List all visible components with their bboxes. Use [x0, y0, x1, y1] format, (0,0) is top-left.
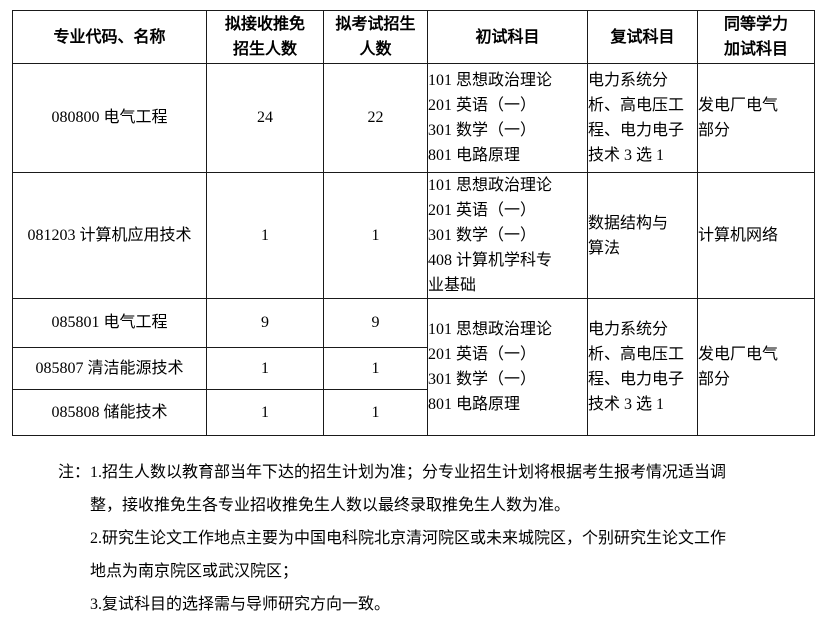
- tuimian-count-cell: 24: [206, 63, 324, 173]
- notes-section: 注： 1.招生人数以教育部当年下达的招生计划为准；分专业招生计划将根据考生报考情…: [58, 456, 798, 621]
- equivalent-extra-cell-merged: 发电厂电气 部分: [697, 298, 815, 436]
- retest-cell-merged: 电力系统分 析、高电压工 程、电力电子 技术 3 选 1: [587, 298, 698, 436]
- table-row-081203: 081203 计算机应用技术 1 1 101 思想政治理论 201 英语（一） …: [12, 172, 815, 299]
- major-cell: 081203 计算机应用技术: [12, 172, 207, 299]
- equivalent-extra-cell: 发电厂电气 部分: [697, 63, 815, 173]
- exam-count-cell: 22: [323, 63, 428, 173]
- major-cell: 085801 电气工程: [12, 298, 207, 348]
- tuimian-count-cell: 1: [206, 172, 324, 299]
- notes-list: 1.招生人数以教育部当年下达的招生计划为准；分专业招生计划将根据考生报考情况适当…: [90, 456, 798, 621]
- note-item-2: 2.研究生论文工作地点主要为中国电科院北京清河院区或未来城院区，个别研究生论文工…: [90, 530, 727, 580]
- major-cell: 080800 电气工程: [12, 63, 207, 173]
- table-row-085808: 085808 储能技术 1 1: [12, 389, 815, 436]
- initial-exam-cell: 101 思想政治理论 201 英语（一） 301 数学（一） 801 电路原理: [427, 63, 588, 173]
- admissions-plan-table: 专业代码、名称 拟接收推免 招生人数 拟考试招生 人数 初试科目 复试科目 同等…: [12, 10, 815, 436]
- col-header-major: 专业代码、名称: [12, 10, 207, 64]
- equivalent-extra-cell: 计算机网络: [697, 172, 815, 299]
- col-header-exam-count: 拟考试招生 人数: [323, 10, 428, 64]
- table-row-080800: 080800 电气工程 24 22 101 思想政治理论 201 英语（一） 3…: [12, 63, 815, 173]
- major-cell: 085807 清洁能源技术: [12, 347, 207, 390]
- col-header-initial-exam: 初试科目: [427, 10, 588, 64]
- exam-count-cell: 1: [323, 172, 428, 299]
- col-header-equivalent-extra: 同等学力 加试科目: [697, 10, 815, 64]
- col-header-tuimian-count: 拟接收推免 招生人数: [206, 10, 324, 64]
- col-header-retest: 复试科目: [587, 10, 698, 64]
- note-item-3: 3.复试科目的选择需与导师研究方向一致。: [90, 596, 391, 613]
- table-row-085807: 085807 清洁能源技术 1 1: [12, 347, 815, 390]
- table-row-085801: 085801 电气工程 9 9 101 思想政治理论 201 英语（一） 301…: [12, 298, 815, 436]
- note-item-1: 1.招生人数以教育部当年下达的招生计划为准；分专业招生计划将根据考生报考情况适当…: [90, 464, 727, 514]
- major-cell: 085808 储能技术: [12, 389, 207, 436]
- initial-exam-cell-merged: 101 思想政治理论 201 英语（一） 301 数学（一） 801 电路原理: [427, 298, 588, 436]
- retest-cell: 电力系统分 析、高电压工 程、电力电子 技术 3 选 1: [587, 63, 698, 173]
- exam-count-cell: 9: [323, 298, 428, 348]
- exam-count-cell: 1: [323, 347, 428, 390]
- exam-count-cell: 1: [323, 389, 428, 436]
- initial-exam-cell: 101 思想政治理论 201 英语（一） 301 数学（一） 408 计算机学科…: [427, 172, 588, 299]
- notes-label: 注：: [58, 464, 91, 481]
- tuimian-count-cell: 1: [206, 347, 324, 390]
- retest-cell: 数据结构与 算法: [587, 172, 698, 299]
- table-header-row: 专业代码、名称 拟接收推免 招生人数 拟考试招生 人数 初试科目 复试科目 同等…: [12, 10, 815, 64]
- tuimian-count-cell: 9: [206, 298, 324, 348]
- tuimian-count-cell: 1: [206, 389, 324, 436]
